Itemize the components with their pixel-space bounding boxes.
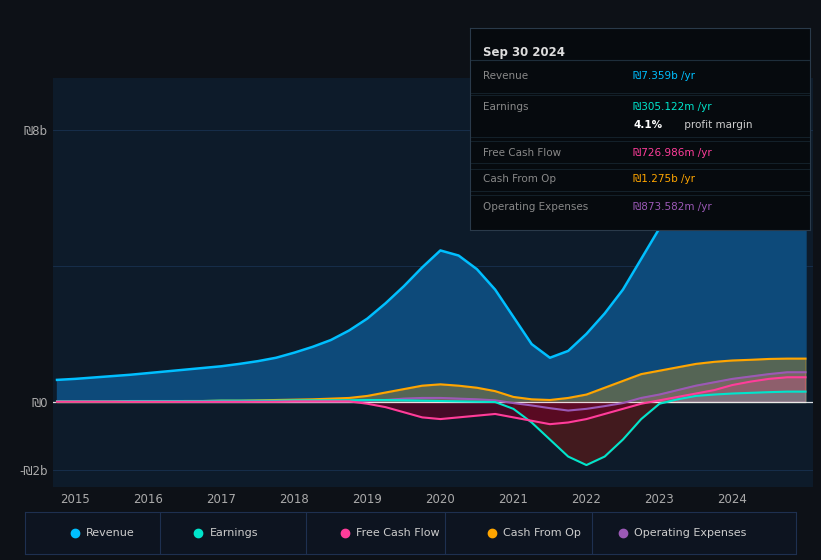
- Text: Operating Expenses: Operating Expenses: [635, 529, 746, 538]
- Text: Cash From Op: Cash From Op: [503, 529, 581, 538]
- Text: Revenue: Revenue: [86, 529, 135, 538]
- Text: Earnings: Earnings: [484, 101, 529, 111]
- Text: Free Cash Flow: Free Cash Flow: [484, 148, 562, 158]
- Text: ₪305.122m /yr: ₪305.122m /yr: [633, 101, 712, 111]
- Text: Free Cash Flow: Free Cash Flow: [356, 529, 440, 538]
- Text: 4.1%: 4.1%: [633, 120, 663, 130]
- Text: Earnings: Earnings: [210, 529, 259, 538]
- Text: ₪873.582m /yr: ₪873.582m /yr: [633, 202, 712, 212]
- Text: Cash From Op: Cash From Op: [484, 174, 557, 184]
- Text: ₪1.275b /yr: ₪1.275b /yr: [633, 174, 695, 184]
- Text: ₪7.359b /yr: ₪7.359b /yr: [633, 71, 695, 81]
- Text: profit margin: profit margin: [681, 120, 752, 130]
- Text: Sep 30 2024: Sep 30 2024: [484, 46, 565, 59]
- Text: ₪726.986m /yr: ₪726.986m /yr: [633, 148, 712, 158]
- Text: Revenue: Revenue: [484, 71, 529, 81]
- Text: Operating Expenses: Operating Expenses: [484, 202, 589, 212]
